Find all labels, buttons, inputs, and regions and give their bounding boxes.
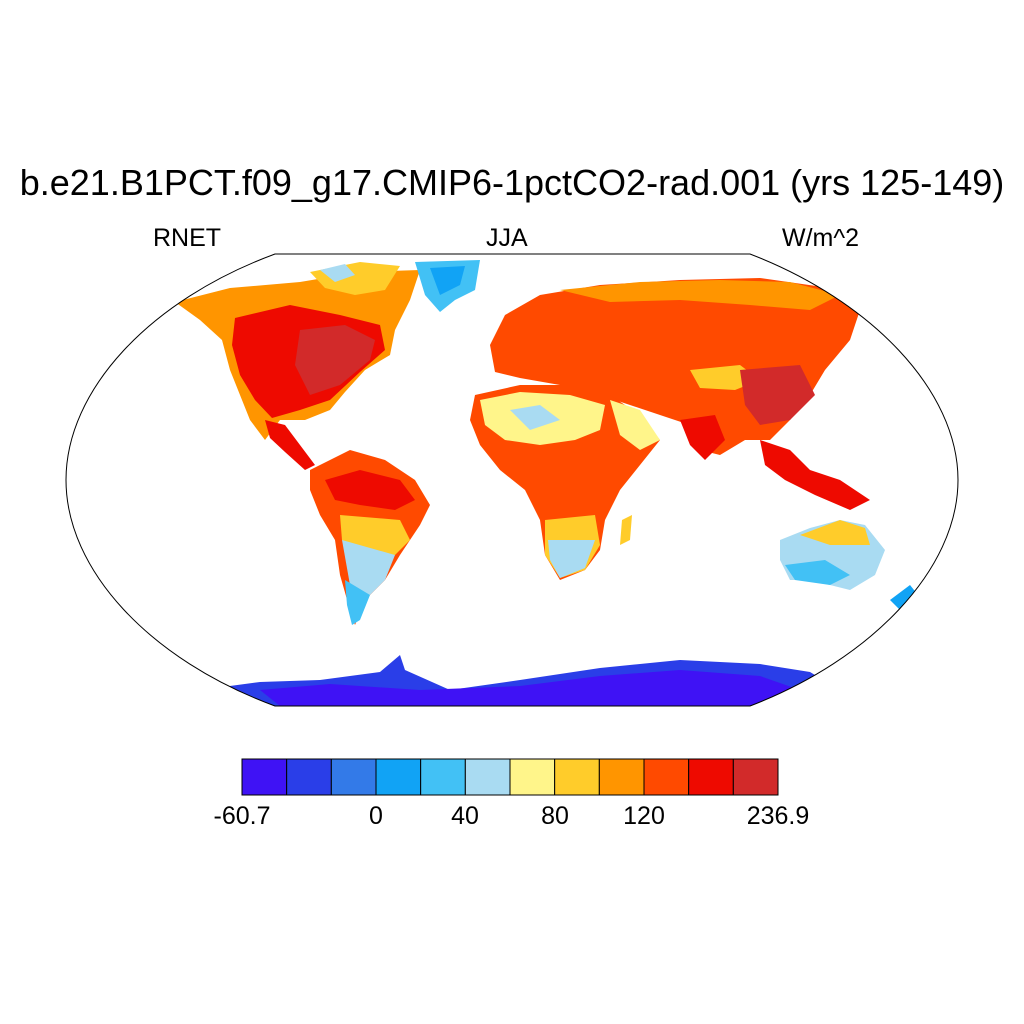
colorbar-swatch [330,758,377,796]
colorbar-tick-label: 80 [541,802,569,830]
east-asia [740,365,815,425]
central-america [265,420,315,470]
colorbar-swatch [375,758,422,796]
colorbar-swatch [241,758,288,796]
colorbar-tick-label: 0 [369,802,383,830]
land-field [130,260,918,706]
colorbar-swatch [464,758,511,796]
colorbar-swatch [509,758,556,796]
south-america-tip [345,580,370,625]
colorbar-swatch [554,758,600,796]
siberia [560,280,840,310]
units-label: W/m^2 [782,224,860,252]
australia-north [800,520,870,545]
greenland-inner [430,266,465,295]
colorbar-tick-label: 40 [451,802,479,830]
colorbar [241,758,779,796]
colorbar-swatch [286,758,332,796]
madagascar [620,515,632,545]
australia-south [785,560,850,585]
south-america-core [325,470,415,510]
arctic-islands-cold [320,264,355,282]
colorbar-swatch [732,758,779,796]
colorbar-swatch [688,758,734,796]
colorbar-tick-label: -60.7 [213,802,271,830]
antarctica-deep [260,670,800,706]
arabia [610,400,660,450]
colorbar-tick-label: 236.9 [746,802,810,830]
map-boundary [65,253,959,707]
plot-title: b.e21.B1PCT.f09_g17.CMIP6-1pctCO2-rad.00… [19,162,1005,203]
india [680,415,725,460]
colorbar-swatch [420,758,466,796]
southeast-asia [760,440,870,510]
south-america-south [342,540,395,600]
colorbar-swatch [598,758,645,796]
colorbar-tick-label: 120 [623,802,665,830]
north-america-east [295,325,375,395]
variable-label: RNET [153,224,222,252]
season-label: JJA [486,224,528,252]
new-zealand [890,585,918,610]
southern-africa-tip [548,540,595,578]
sahara-cool [510,405,560,430]
colorbar-swatch [643,758,690,796]
